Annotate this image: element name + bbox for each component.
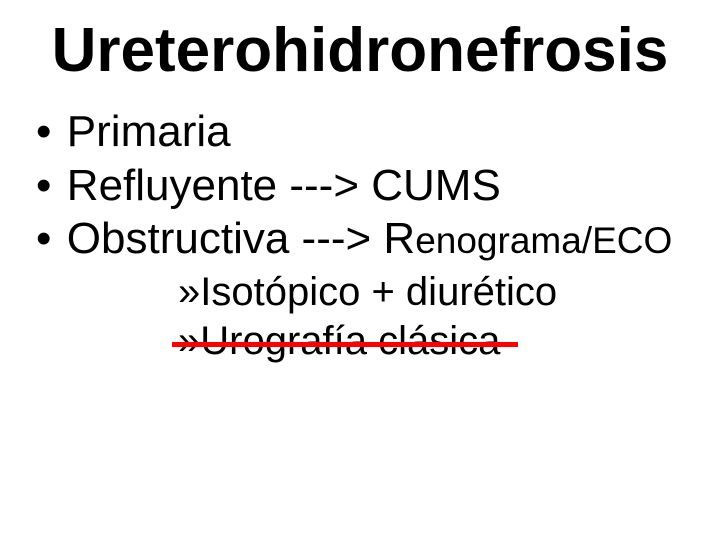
bullet-text-tail: enograma/ECO <box>415 220 672 261</box>
bullet-marker: • <box>36 105 67 159</box>
bullet-item: •Primaria <box>36 105 690 159</box>
sub-bullet-marker: » <box>178 270 200 314</box>
slide-title: Ureterohidronefrosis <box>30 18 690 83</box>
bullet-list-level1: •Primaria •Refluyente ---> CUMS •Obstruc… <box>30 105 690 266</box>
sub-bullet-item: »Urografía clásica <box>178 317 690 366</box>
strikethrough-group: »Urografía clásica <box>178 317 500 366</box>
bullet-list-level2: »Isotópico + diurético »Urografía clásic… <box>30 268 690 366</box>
bullet-text: Primaria <box>67 107 231 156</box>
bullet-marker: • <box>36 212 67 266</box>
sub-bullet-text: Isotópico + diurético <box>200 270 557 314</box>
bullet-item: •Refluyente ---> CUMS <box>36 159 690 213</box>
sub-bullet-marker: » <box>178 319 200 363</box>
sub-bullet-text: Urografía clásica <box>200 319 500 363</box>
slide: Ureterohidronefrosis •Primaria •Refluyen… <box>0 0 720 540</box>
bullet-item: •Obstructiva ---> Renograma/ECO <box>36 212 690 266</box>
bullet-text: Obstructiva ---> R <box>67 214 415 263</box>
bullet-text: Refluyente ---> CUMS <box>67 161 501 210</box>
strikethrough-line <box>172 342 518 347</box>
bullet-marker: • <box>36 159 67 213</box>
sub-bullet-item: »Isotópico + diurético <box>178 268 690 317</box>
